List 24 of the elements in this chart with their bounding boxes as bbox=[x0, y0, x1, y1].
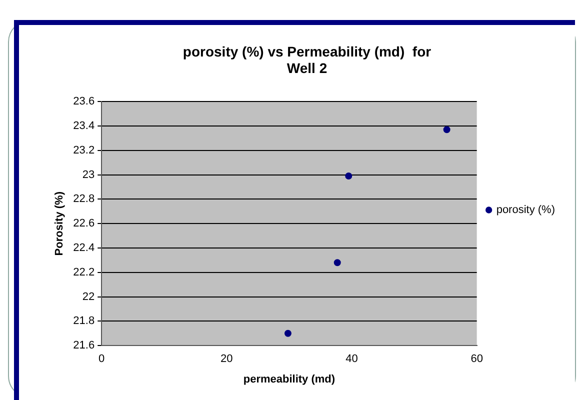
y-tick-label: 21.6 bbox=[73, 340, 95, 352]
y-tick-label: 22 bbox=[82, 290, 95, 303]
y-tick-label: 22.2 bbox=[73, 266, 95, 278]
text: porosity (%) vs Permeability (md) for bbox=[182, 43, 432, 60]
y-tick-label: 22.6 bbox=[73, 218, 95, 230]
x-tick-label: 60 bbox=[470, 353, 483, 366]
point bbox=[345, 172, 352, 180]
y-tick-label: 22.4 bbox=[73, 242, 95, 254]
point bbox=[334, 259, 341, 266]
point bbox=[284, 330, 292, 337]
text: Well 2 bbox=[286, 60, 328, 76]
x-tick-label: 40 bbox=[346, 353, 358, 366]
y-tick-label: 23.2 bbox=[73, 144, 95, 156]
x-tick-label: 0 bbox=[98, 353, 105, 366]
y-tick-label: 21.8 bbox=[73, 315, 95, 328]
y-axis-title: Porosity (%) bbox=[54, 191, 66, 256]
point bbox=[443, 126, 450, 134]
x-axis-title: permeability (md) bbox=[243, 373, 336, 386]
x-tick-label: 20 bbox=[220, 353, 233, 366]
y-tick-label: 23.4 bbox=[73, 120, 95, 132]
y-tick-label: 23.6 bbox=[73, 96, 95, 108]
y-tick-label: 22.8 bbox=[73, 193, 95, 206]
y-tick-label: 23 bbox=[82, 168, 95, 181]
legend-label: porosity (%) bbox=[496, 204, 556, 216]
